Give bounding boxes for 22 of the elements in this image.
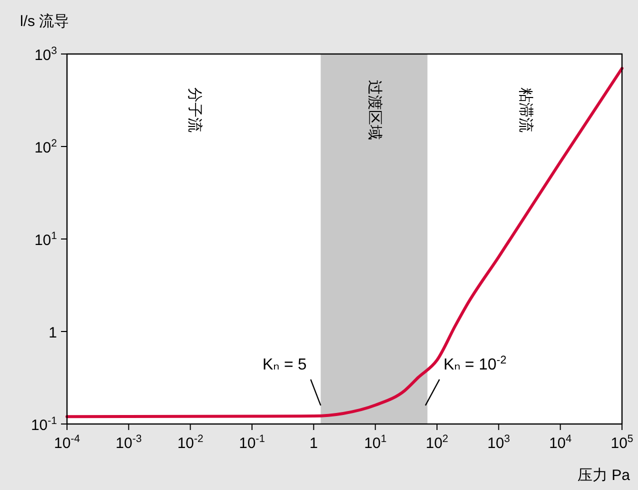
x-axis-title: 压力 Pa [577, 467, 631, 484]
x-tick-label: 10$^{5}$ [610, 433, 634, 452]
annotation: 粘滞流 [516, 88, 534, 132]
x-tick-label: 10$^{4}$ [549, 433, 572, 452]
x-tick-label: 10$^{-2}$ [177, 433, 204, 452]
annotation: Kₙ = 5 [262, 356, 307, 374]
x-tick-label: 10$^{-4}$ [54, 433, 80, 452]
x-tick-label: 10$^{1}$ [364, 433, 387, 452]
annotation: 分子流 [186, 88, 203, 132]
y-tick-label: 10$^{-1}$ [30, 415, 58, 434]
y-axis-title: l/s 流导 [20, 13, 70, 30]
x-tick-label: 10$^{-1}$ [238, 433, 266, 452]
y-tick-label: 1 [48, 324, 57, 342]
y-tick-label: 10$^{1}$ [34, 230, 58, 249]
x-tick-label: 1 [309, 435, 318, 452]
x-tick-label: 10$^{2}$ [426, 433, 448, 452]
annotation: Kₙ = 10$^{-2}$ [443, 354, 506, 374]
y-tick-label: 10$^{2}$ [34, 138, 58, 156]
band-label: 过渡区域 [366, 80, 384, 140]
y-tick-label: 10$^{3}$ [34, 45, 58, 64]
x-tick-label: 10$^{3}$ [487, 433, 510, 452]
x-tick-label: 10$^{-3}$ [116, 433, 142, 452]
